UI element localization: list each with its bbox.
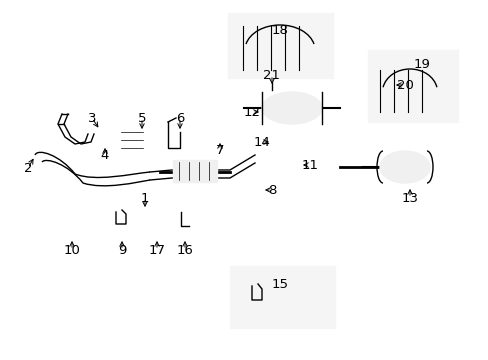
Ellipse shape — [379, 151, 429, 183]
Text: 11: 11 — [301, 158, 318, 171]
Bar — [173, 160, 217, 182]
Text: 10: 10 — [63, 243, 80, 256]
Text: 20: 20 — [396, 78, 412, 91]
Text: 9: 9 — [118, 243, 126, 256]
Text: 15: 15 — [271, 279, 288, 292]
Text: 1: 1 — [141, 192, 149, 204]
Ellipse shape — [262, 92, 321, 124]
Bar — [121, 122, 142, 154]
Text: 4: 4 — [101, 149, 109, 162]
Text: 13: 13 — [401, 192, 418, 204]
Bar — [227, 13, 332, 78]
Text: 2: 2 — [24, 162, 32, 175]
Bar — [229, 266, 334, 328]
Text: 12: 12 — [243, 105, 260, 118]
Text: 17: 17 — [148, 243, 165, 256]
Text: 21: 21 — [263, 68, 280, 81]
Text: 3: 3 — [87, 112, 96, 125]
Text: 5: 5 — [138, 112, 146, 125]
Text: 18: 18 — [271, 23, 288, 36]
Text: 14: 14 — [253, 135, 270, 149]
Text: 8: 8 — [267, 184, 276, 197]
Text: 7: 7 — [215, 144, 224, 157]
Text: 6: 6 — [176, 112, 184, 125]
Text: 19: 19 — [413, 58, 429, 72]
Text: 16: 16 — [176, 243, 193, 256]
Bar — [367, 50, 457, 122]
